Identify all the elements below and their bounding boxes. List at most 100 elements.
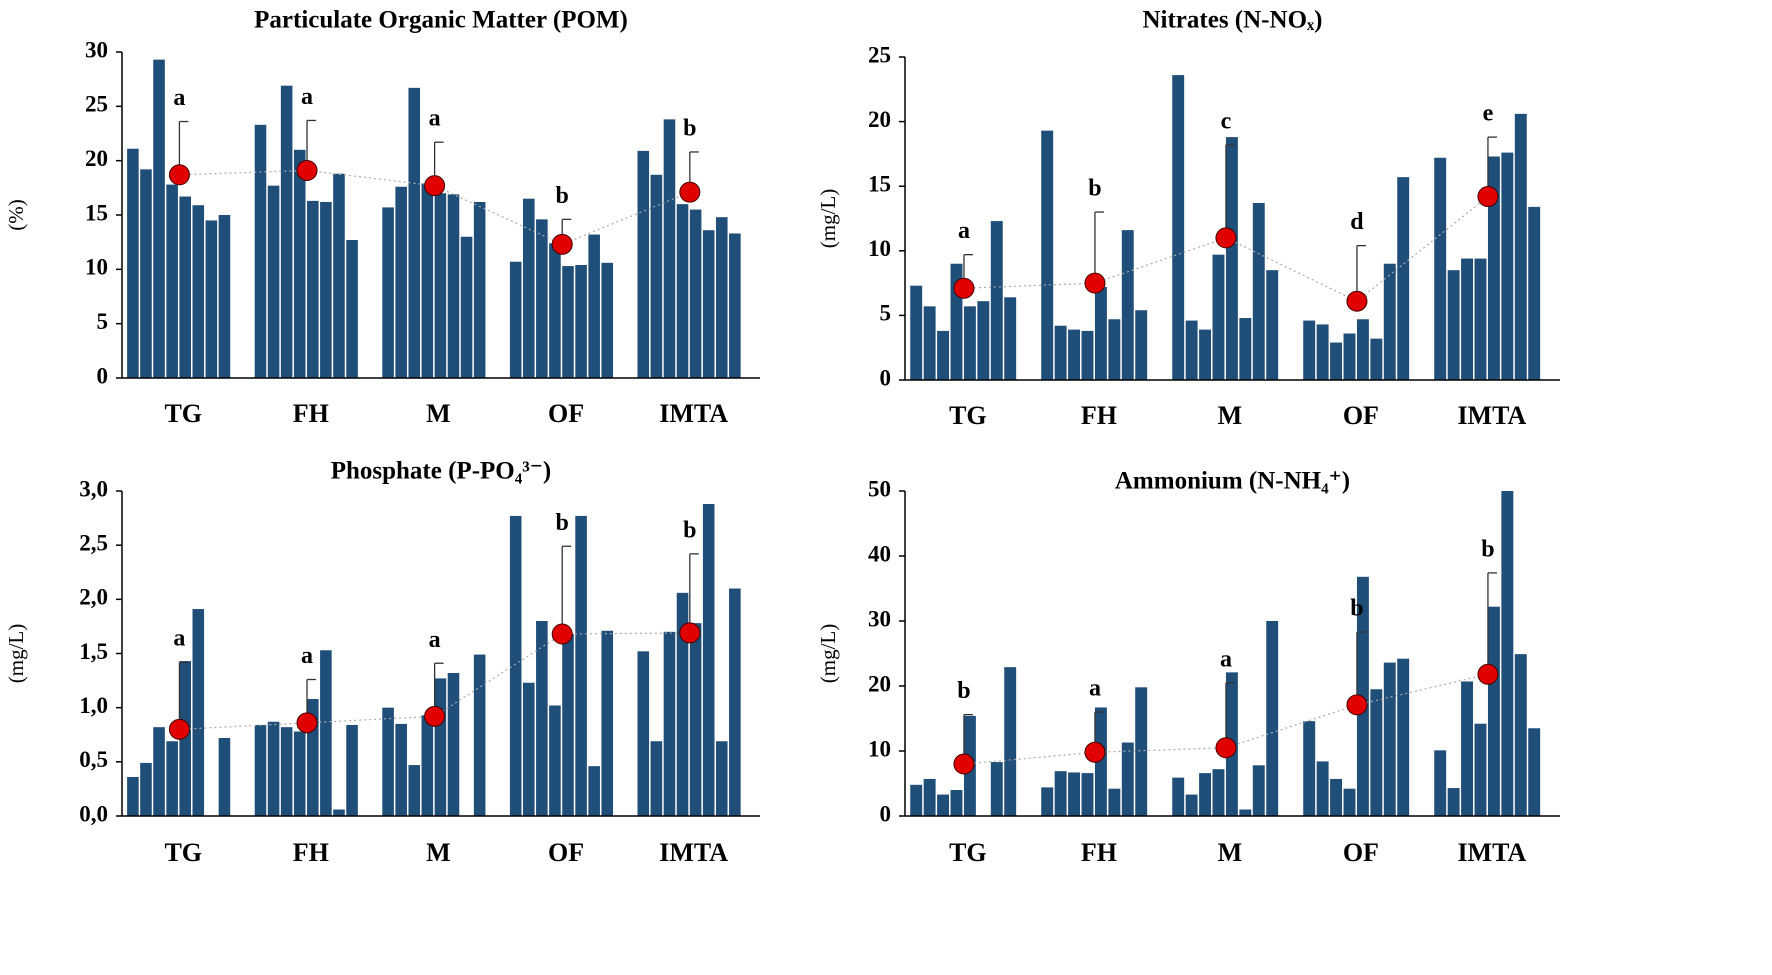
bar	[1330, 778, 1343, 816]
bar	[910, 784, 923, 816]
bar	[601, 262, 614, 378]
bar	[1135, 310, 1148, 380]
bar	[1303, 721, 1316, 816]
y-tick-label: 10	[85, 255, 108, 280]
bar	[937, 330, 950, 380]
x-tick-label: FH	[293, 399, 329, 428]
x-tick-label: FH	[293, 838, 329, 867]
bar	[1397, 658, 1410, 816]
y-tick-label: 0	[880, 365, 892, 390]
bar	[1199, 329, 1212, 380]
bar	[963, 306, 976, 380]
mean-dot	[953, 277, 975, 299]
bar	[1434, 157, 1447, 380]
bar	[280, 85, 293, 378]
y-tick-label: 5	[880, 301, 892, 326]
bar	[1108, 319, 1121, 380]
y-tick-label: 20	[868, 107, 891, 132]
bar	[346, 725, 358, 816]
bar	[1303, 320, 1316, 380]
y-tick-label: 0,5	[79, 747, 108, 772]
y-tick-label: 20	[868, 671, 891, 696]
bar	[1135, 687, 1148, 816]
bar	[320, 650, 332, 816]
bar	[562, 634, 574, 816]
bar	[408, 765, 421, 816]
mean-dot	[679, 622, 701, 644]
x-tick-label: IMTA	[1457, 401, 1526, 430]
bar	[1041, 787, 1054, 816]
x-tick-label: M	[1218, 838, 1243, 867]
significance-letter: c	[1221, 108, 1232, 134]
x-tick-label: OF	[1343, 838, 1379, 867]
bar	[689, 209, 702, 378]
bar	[1239, 809, 1252, 816]
mean-line	[963, 196, 1489, 302]
bar	[650, 741, 663, 816]
bar	[1041, 130, 1054, 380]
significance-letter: a	[429, 106, 441, 132]
bar	[307, 699, 319, 816]
bar	[1004, 297, 1017, 380]
bar	[218, 215, 231, 378]
bar	[1121, 230, 1134, 380]
bar	[1054, 771, 1067, 816]
bar	[473, 654, 486, 816]
bar	[382, 707, 394, 816]
y-tick-label: 25	[868, 42, 891, 67]
bar	[179, 661, 191, 816]
significance-letter: d	[1350, 209, 1364, 235]
bar	[637, 651, 650, 816]
significance-letter: b	[1481, 536, 1494, 562]
bar	[307, 200, 319, 378]
bar	[509, 261, 522, 378]
bar	[254, 124, 267, 378]
x-tick-label: IMTA	[1457, 838, 1526, 867]
bar	[1081, 330, 1094, 380]
y-tick-label: 2,5	[79, 530, 108, 555]
bar	[153, 59, 165, 379]
significance-letter: a	[173, 85, 185, 111]
x-tick-label: M	[426, 399, 451, 428]
bar	[1356, 319, 1369, 380]
bar	[1266, 621, 1279, 816]
bar	[1383, 263, 1396, 380]
bar	[1343, 788, 1356, 816]
bar	[333, 173, 345, 378]
bar	[522, 682, 535, 816]
y-tick-label: 1,0	[79, 693, 108, 718]
bar	[434, 678, 447, 816]
bar	[421, 183, 434, 378]
mean-dot	[424, 705, 446, 727]
chart-title: Nitrates (N-NOₓ)	[1142, 7, 1322, 34]
bar	[637, 150, 650, 378]
bar	[1474, 258, 1487, 380]
bar	[166, 741, 178, 816]
y-tick-label: 0	[880, 801, 892, 826]
y-tick-label: 15	[868, 171, 891, 196]
chart-title: Particulate Organic Matter (POM)	[254, 7, 628, 34]
x-tick-label: OF	[1343, 401, 1379, 430]
significance-letter: b	[556, 510, 569, 536]
bar	[293, 731, 306, 816]
bar	[1487, 156, 1500, 380]
bar	[1501, 491, 1514, 816]
bar	[293, 149, 306, 378]
bar	[549, 243, 561, 378]
bar	[1528, 206, 1541, 380]
bar	[715, 217, 728, 378]
bar	[1121, 742, 1134, 816]
mean-dot	[1084, 741, 1106, 763]
significance-letter: a	[429, 627, 441, 653]
significance-letter: a	[958, 218, 970, 244]
bar	[536, 219, 548, 378]
mean-dot	[424, 175, 446, 197]
bar	[1370, 338, 1383, 380]
bar	[153, 727, 165, 816]
bar	[923, 778, 936, 816]
y-axis-label: (mg/L)	[4, 624, 28, 683]
bar	[1212, 254, 1225, 380]
significance-letter: e	[1483, 101, 1494, 127]
x-tick-label: OF	[548, 838, 584, 867]
